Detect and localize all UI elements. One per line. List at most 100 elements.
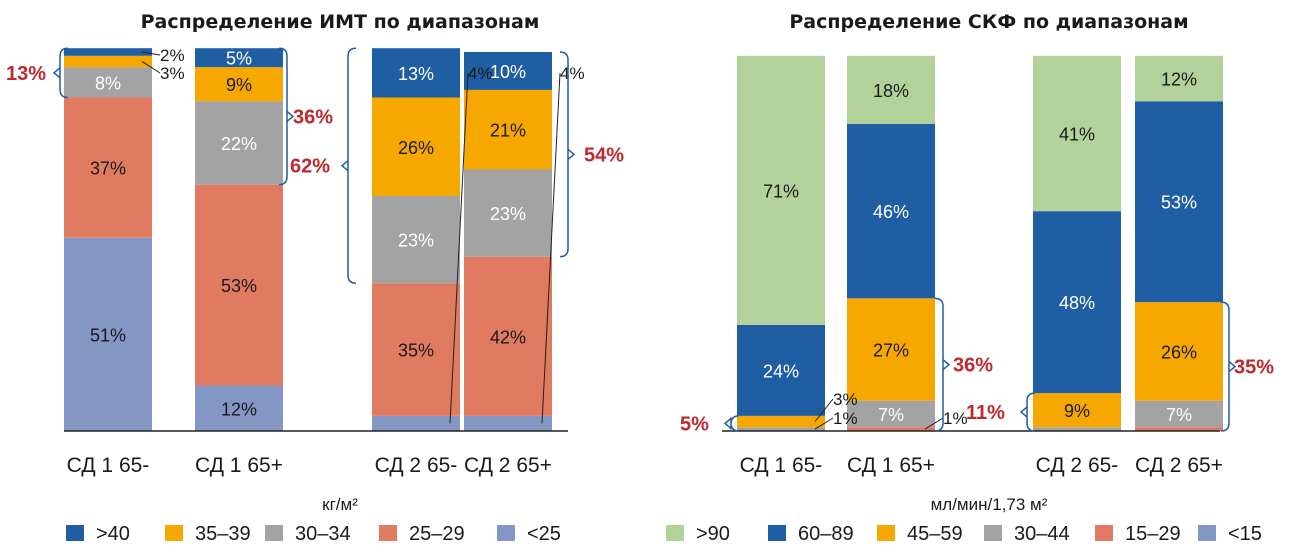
chart-2: Распределение СКФ по диапазонам СД 1 65- С… (666, 11, 1274, 545)
legend-label: <25 (527, 523, 561, 545)
data-label: 10% (490, 62, 526, 82)
bracket-line (730, 415, 740, 432)
leader-line (814, 417, 834, 430)
bar-segment (372, 283, 460, 416)
bar-segment (64, 97, 152, 238)
bar-segment (847, 298, 935, 401)
unit-label: мл/мин/1,73 м² (931, 495, 1048, 514)
category-label: СД 1 65- (67, 454, 150, 477)
category-label: СД 1 65- (740, 454, 823, 477)
data-label: 4% (468, 64, 493, 83)
bracket-label: 5% (680, 413, 709, 435)
data-label: 12% (1161, 70, 1197, 90)
bar-segment (1135, 400, 1223, 428)
bar-segment (1033, 211, 1121, 394)
unit-label: кг/м² (322, 495, 358, 514)
bracket-line (278, 47, 288, 186)
data-label: 2% (160, 46, 185, 65)
legend-label: 60–89 (798, 523, 854, 545)
legend-label: 45–59 (907, 523, 963, 545)
bar-segment (372, 97, 460, 197)
data-label: 23% (490, 204, 526, 224)
bar-segment (737, 324, 825, 416)
bar-segment (1033, 55, 1121, 212)
bar-segment (64, 48, 152, 56)
data-label: 1% (943, 409, 968, 428)
leader-line (814, 398, 834, 422)
data-label: 41% (1059, 124, 1095, 144)
category-label: СД 2 65+ (464, 454, 552, 477)
legend-swatch (877, 525, 895, 541)
bar-segment (847, 400, 935, 428)
legend-label: >40 (96, 523, 130, 545)
legend-swatch (497, 525, 515, 541)
data-label: 13% (398, 64, 434, 84)
legend-swatch (265, 525, 283, 541)
bar-segment (464, 169, 552, 257)
category-label: СД 1 65+ (195, 454, 283, 477)
bar-segment (1135, 302, 1223, 401)
data-label: 5% (226, 49, 252, 69)
data-label: 23% (398, 231, 434, 251)
bracket-label: 13% (6, 63, 46, 85)
data-label: 48% (1059, 293, 1095, 313)
legend-label: 25–29 (409, 523, 465, 545)
data-label: 9% (226, 75, 252, 95)
bar-segment (1135, 55, 1223, 102)
data-label: 27% (873, 341, 909, 361)
data-label: 7% (878, 405, 904, 425)
leader-line (141, 61, 161, 74)
data-label: 22% (221, 134, 257, 154)
bracket-label: 36% (293, 106, 333, 128)
data-label: 7% (1166, 405, 1192, 425)
bracket-line (1220, 301, 1230, 432)
data-label: 12% (221, 399, 257, 419)
bar-segment (737, 415, 825, 428)
legend-label: <15 (1228, 523, 1262, 545)
bar-segment (195, 67, 283, 102)
bracket-label: 11% (966, 402, 1005, 424)
bar-segment (64, 237, 152, 431)
legend-label: 30–34 (295, 523, 351, 545)
data-label: 26% (398, 138, 434, 158)
data-label: 53% (221, 276, 257, 296)
leader-line (141, 51, 161, 56)
data-label: 37% (90, 159, 126, 179)
legend-swatch (666, 525, 684, 541)
bar-segment (195, 184, 283, 386)
data-label: 9% (1064, 401, 1090, 421)
data-label: 51% (90, 325, 126, 345)
bracket-line (347, 47, 357, 284)
data-label: 8% (95, 73, 121, 93)
bar-segment (464, 415, 552, 431)
bar-segment (64, 67, 152, 98)
bar-segment (737, 55, 825, 325)
data-label: 46% (873, 202, 909, 222)
leader-line (924, 417, 944, 430)
bar-segment (1033, 427, 1121, 431)
data-label: 24% (763, 361, 799, 381)
bracket-line (59, 47, 69, 99)
bar-segment (372, 48, 460, 98)
legend-label: 15–29 (1125, 523, 1181, 545)
bracket-line (934, 297, 944, 432)
bar-segment (464, 52, 552, 90)
legend-swatch (1095, 525, 1113, 541)
chart-1: Распределение ИМТ по диапазонам СД 1 65- С… (6, 11, 624, 545)
bracket-line (1026, 392, 1036, 432)
data-label: 4% (560, 64, 585, 83)
bar-segment (1135, 101, 1223, 303)
bar-segment (737, 427, 825, 431)
data-label: 3% (160, 64, 185, 83)
legend-swatch (165, 525, 183, 541)
leader-line (449, 72, 469, 424)
bar-segment (195, 385, 283, 431)
bar-segment (372, 415, 460, 431)
bracket-label: 54% (584, 144, 624, 166)
chart-title: Распределение ИМТ по диапазонам (141, 11, 540, 33)
bracket-label: 62% (290, 156, 330, 178)
bar-segment (1135, 427, 1223, 431)
bar-segment (847, 427, 935, 431)
legend-label: >90 (696, 523, 730, 545)
